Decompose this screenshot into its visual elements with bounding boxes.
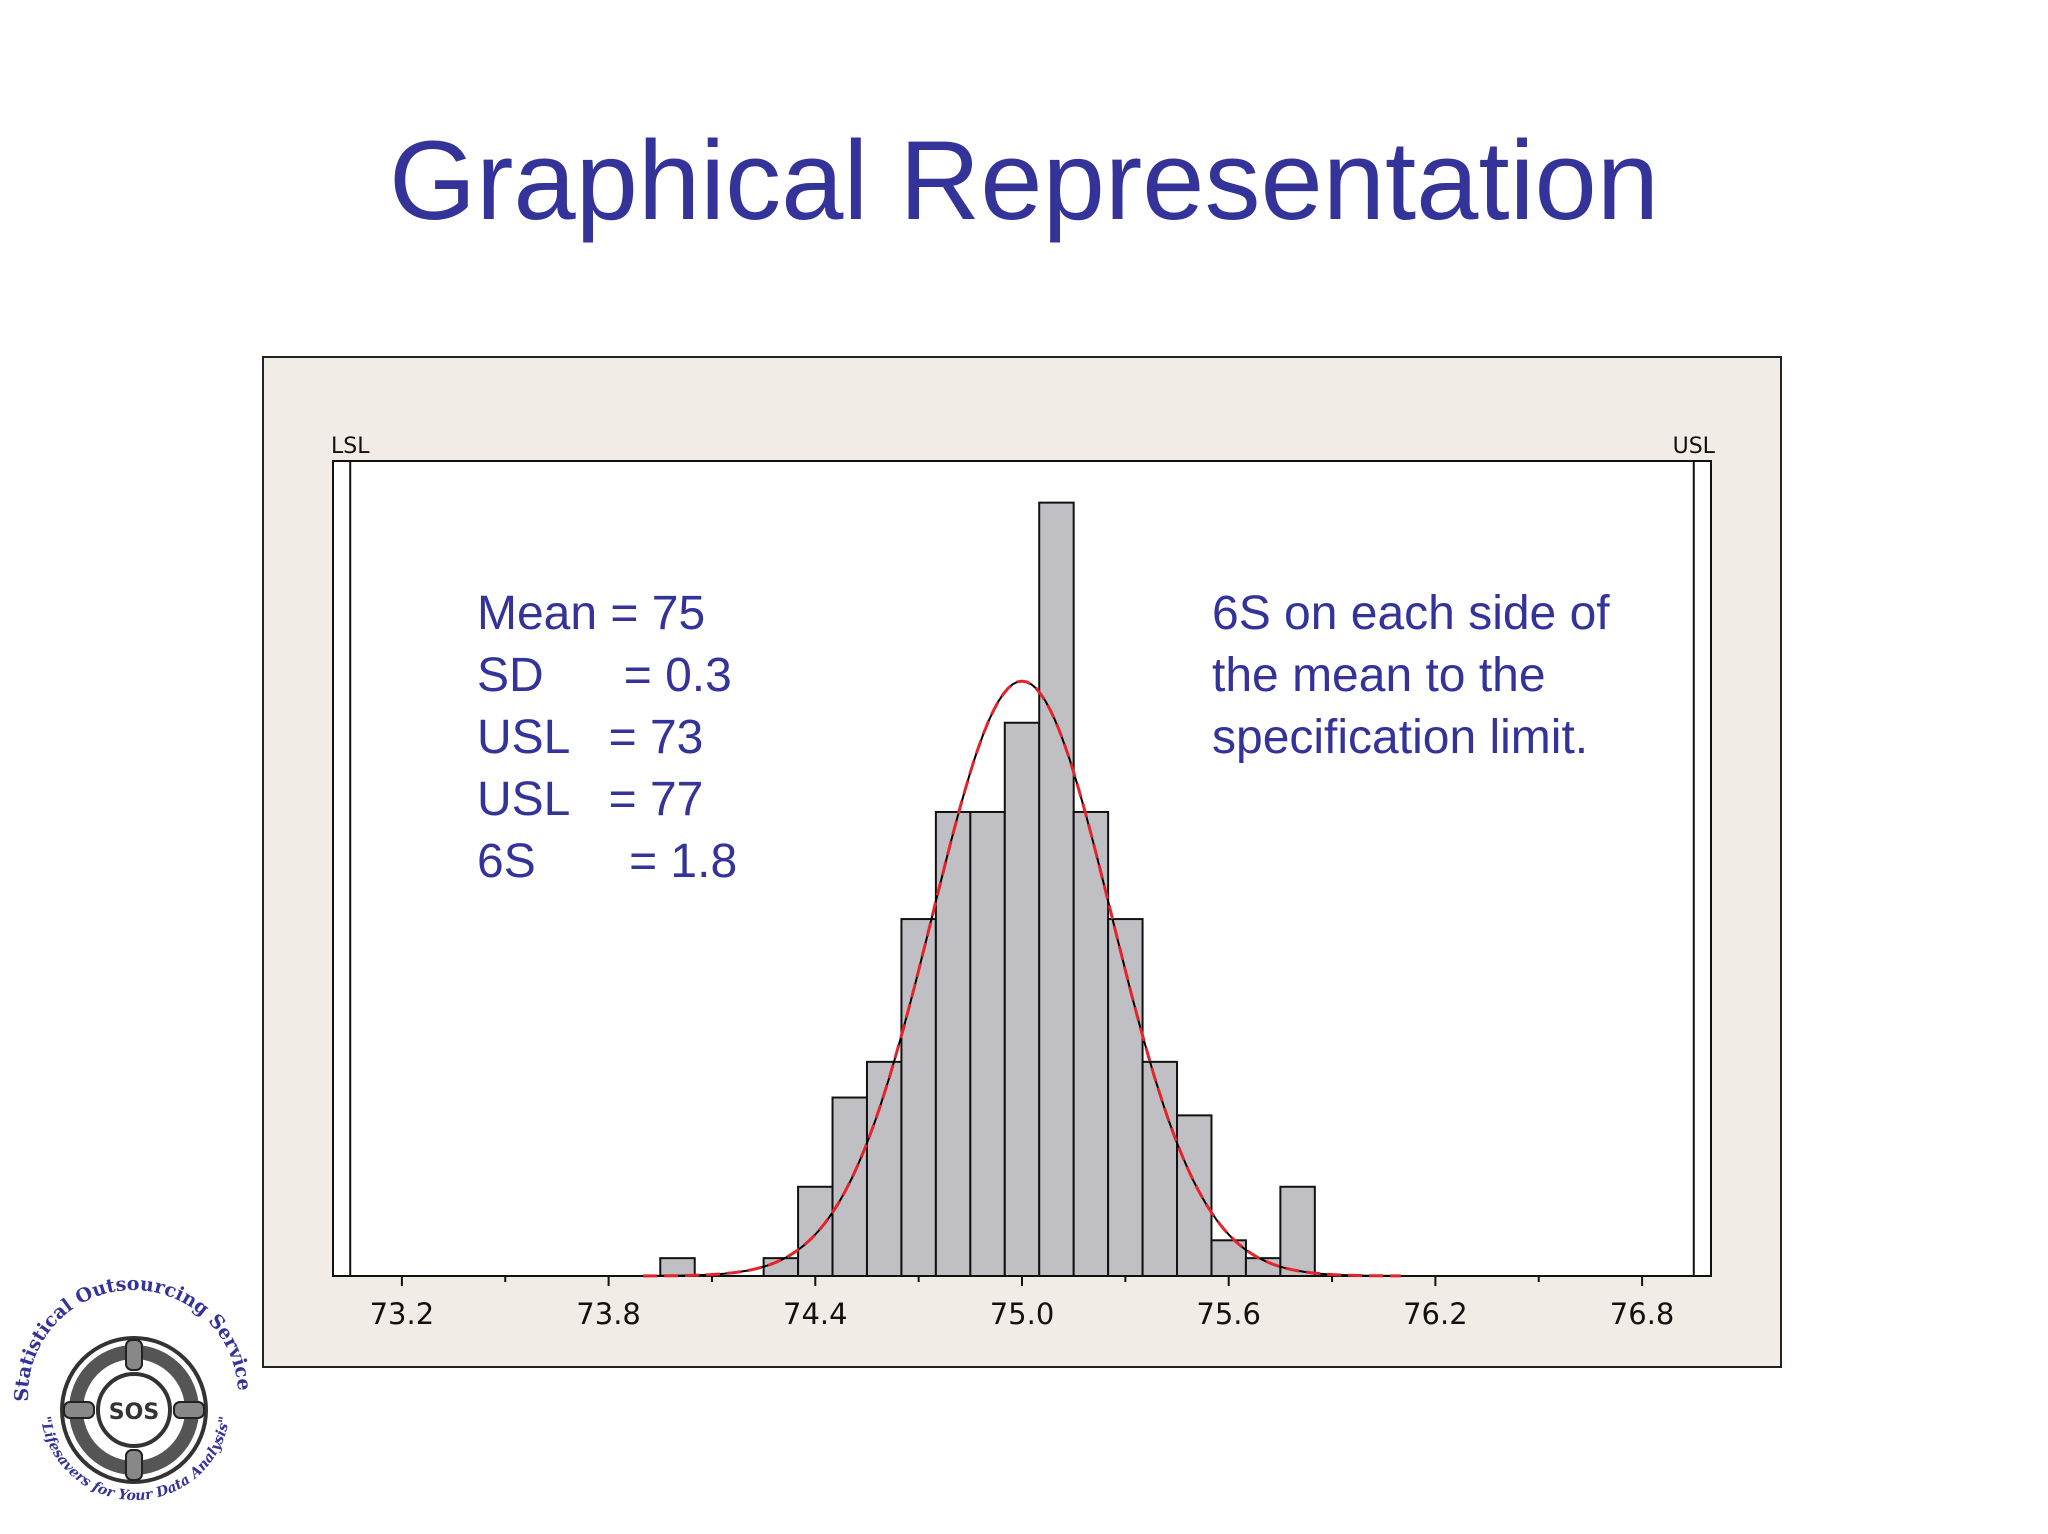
bars-layer — [659, 501, 1316, 1278]
company-logo: Statistical Outsourcing Services "Lifesa… — [0, 1265, 255, 1504]
histogram-bar — [1072, 810, 1110, 1277]
histogram-bar — [1038, 501, 1075, 1277]
histogram-bar — [797, 1185, 834, 1278]
histogram-bar — [659, 1257, 696, 1278]
x-axis-layer: 73.2 73.8 74.4 75.0 75.6 76.2 76.8 — [370, 1276, 1675, 1331]
note-line-3: specification limit. — [1212, 711, 1589, 764]
stat-sd: SD = 0.3 — [477, 649, 732, 702]
x-tick-label: 76.8 — [1610, 1297, 1675, 1331]
fit-curve-layer — [643, 679, 1401, 1278]
stat-usl-1: USL = 73 — [477, 711, 704, 764]
x-tick-label: 76.2 — [1403, 1297, 1468, 1331]
x-tick-label: 73.8 — [576, 1297, 641, 1331]
slide-title: Graphical Representation — [388, 118, 1660, 243]
stat-mean: Mean = 75 — [477, 587, 706, 640]
x-tick-label: 75.6 — [1196, 1297, 1261, 1331]
spec-limits-layer: LSL USL — [331, 434, 1716, 1276]
lifebuoy-icon — [60, 1336, 208, 1484]
histogram-bar — [1176, 1114, 1213, 1277]
stat-6s: 6S = 1.8 — [477, 835, 738, 888]
histogram-bar — [1279, 1185, 1316, 1278]
x-tick-label: 73.2 — [370, 1297, 435, 1331]
histogram-bar — [1003, 721, 1041, 1277]
histogram-bar — [934, 810, 972, 1277]
note-line-1: 6S on each side of — [1212, 587, 1610, 640]
histogram-bar — [831, 1096, 868, 1277]
note-line-2: the mean to the — [1212, 649, 1546, 702]
spec-limit-label: USL — [1673, 434, 1716, 459]
logo-center-text: SOS — [109, 1400, 159, 1425]
x-tick-label: 74.4 — [783, 1297, 848, 1331]
histogram-bar — [1141, 1060, 1179, 1277]
histogram-bar — [969, 810, 1006, 1277]
x-tick-label: 75.0 — [990, 1297, 1055, 1331]
spec-limit-label: LSL — [331, 434, 370, 459]
fit-curve-red — [643, 679, 1401, 1278]
stat-usl-2: USL = 77 — [477, 773, 704, 826]
